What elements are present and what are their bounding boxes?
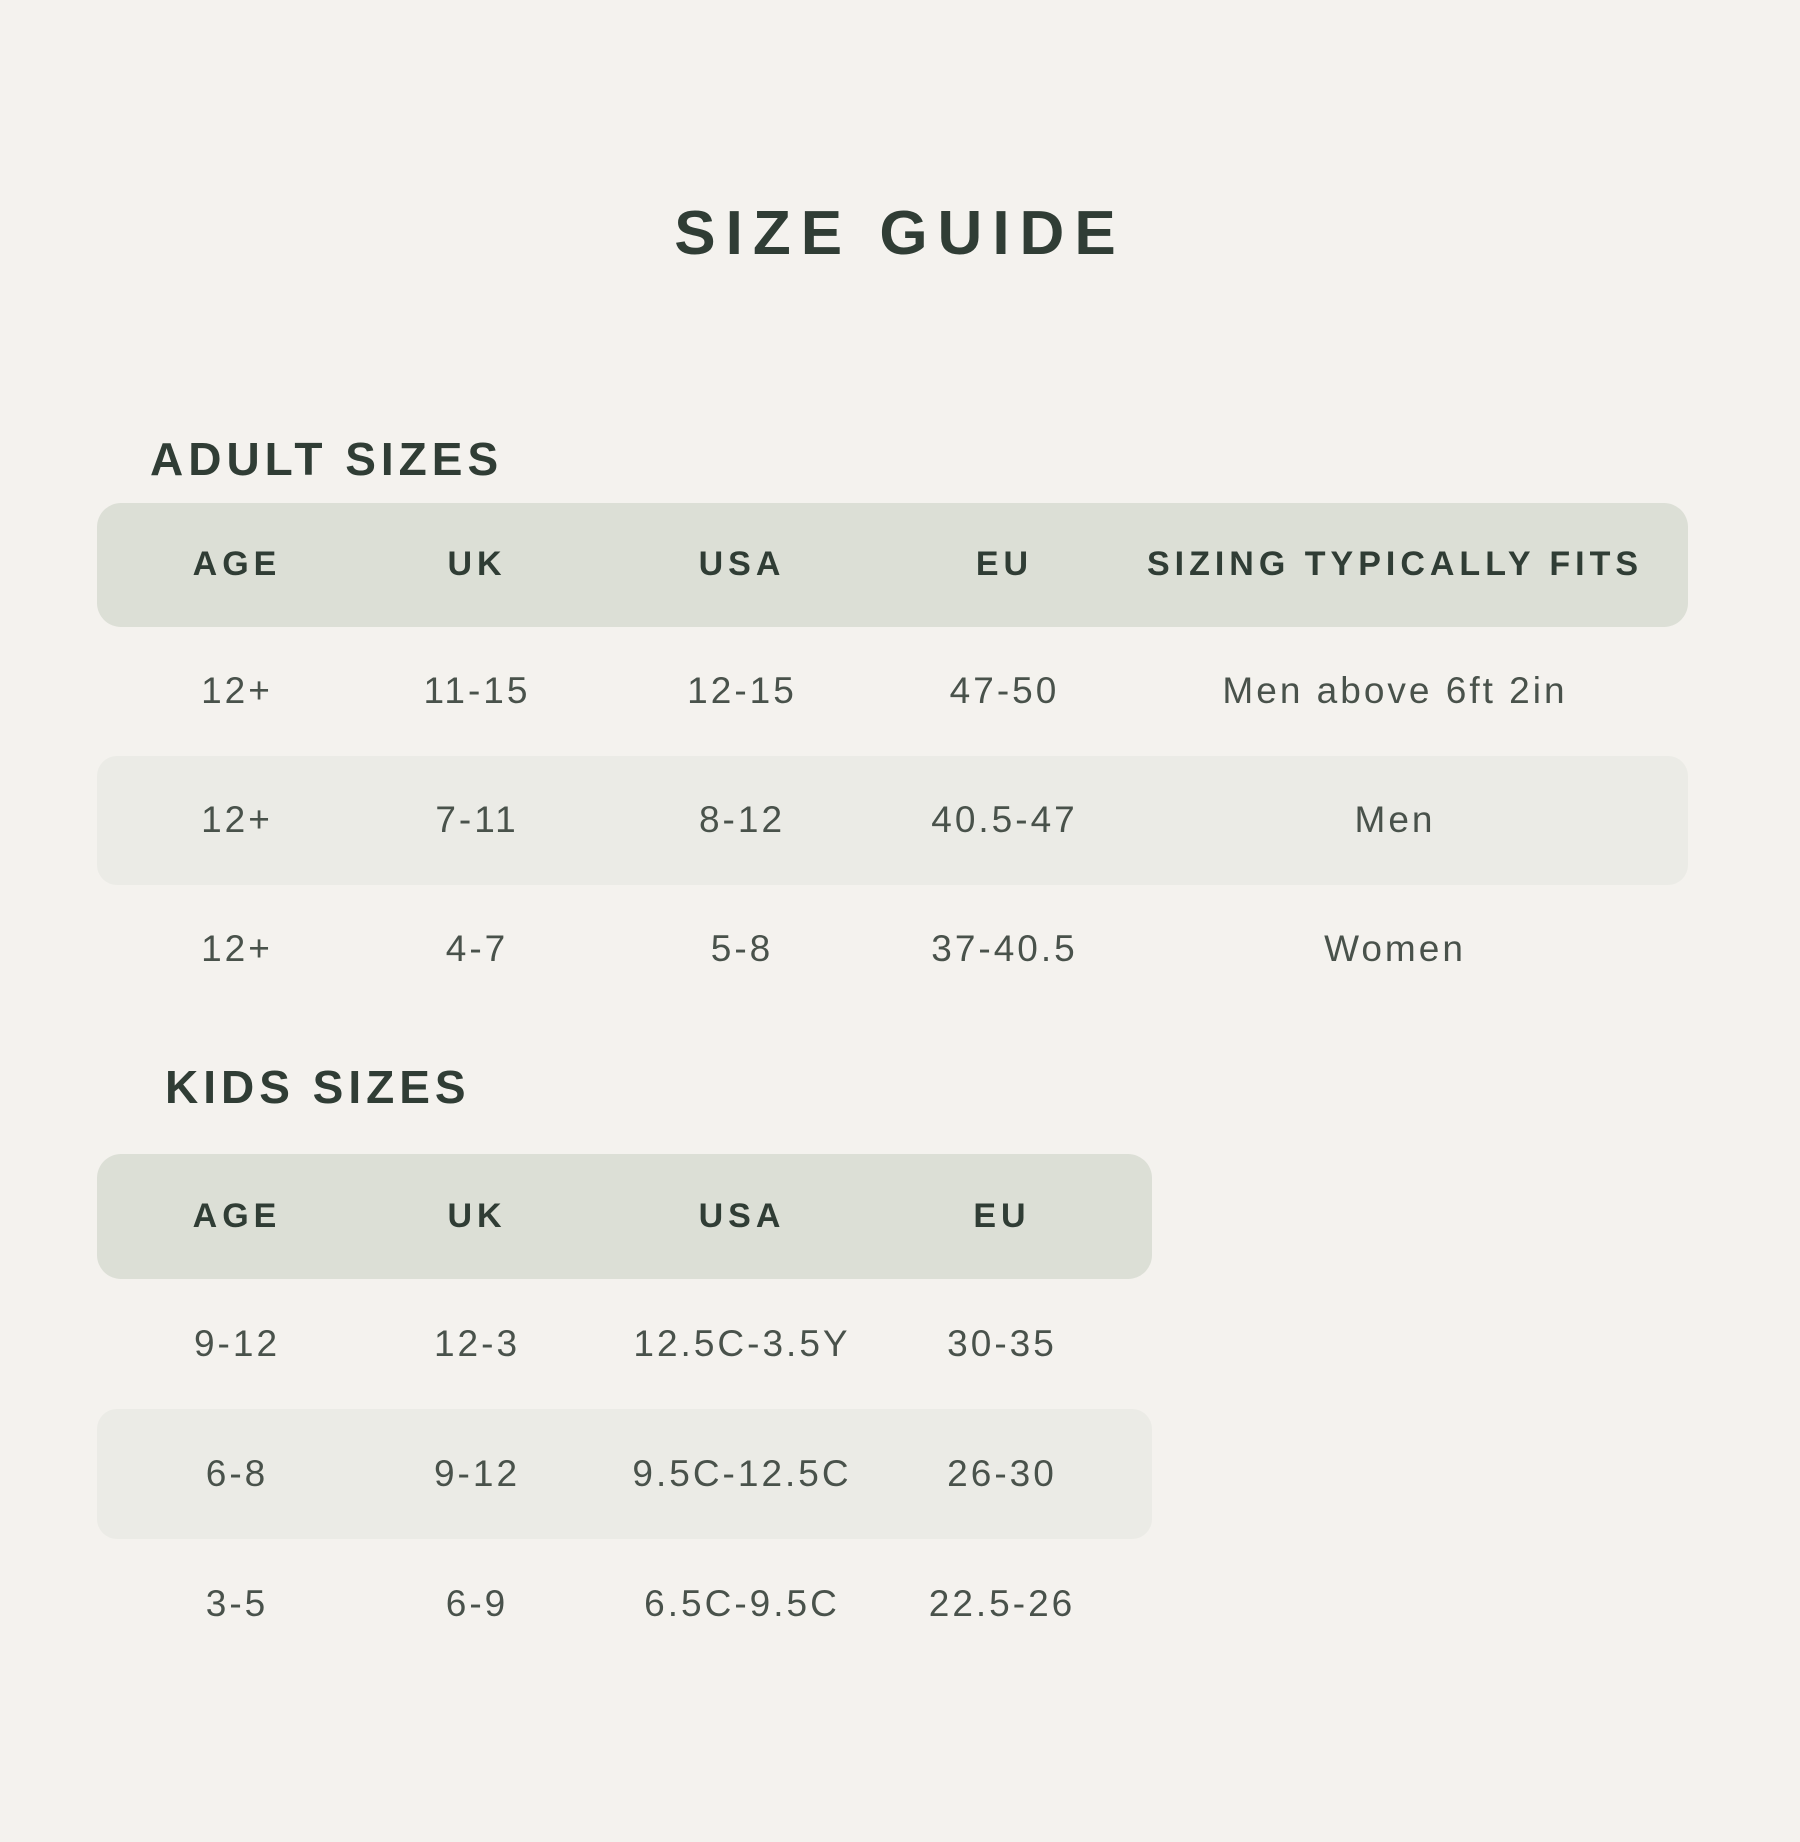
column-header-sizing-fits: SIZING TYPICALLY FITS	[1146, 545, 1644, 584]
column-header-age: AGE	[192, 545, 282, 584]
column-header-usa: USA	[698, 545, 786, 584]
table-row: 6-8 9-12 9.5C-12.5C 26-30	[97, 1408, 1152, 1539]
adult-sizes-table: AGE UK USA EU SIZING TYPICALLY FITS 12+ …	[97, 502, 1688, 1014]
cell-uk: 4-7	[445, 928, 509, 970]
table-row: 9-12 12-3 12.5C-3.5Y 30-35	[97, 1279, 1152, 1409]
column-header-uk: UK	[447, 545, 507, 584]
column-header-age: AGE	[192, 1196, 282, 1235]
cell-age: 9-12	[193, 1322, 281, 1364]
cell-uk: 12-3	[433, 1322, 521, 1364]
cell-uk: 7-11	[435, 799, 519, 841]
cell-eu: 40.5-47	[931, 799, 1078, 841]
cell-age: 12+	[201, 928, 273, 970]
page-title: SIZE GUIDE	[674, 198, 1126, 268]
adult-table-header-row: AGE UK USA EU SIZING TYPICALLY FITS	[97, 502, 1688, 627]
cell-eu: 37-40.5	[931, 928, 1078, 970]
cell-eu: 22.5-26	[928, 1582, 1076, 1624]
column-header-uk: UK	[447, 1196, 507, 1235]
section-heading-kids: KIDS SIZES	[165, 1060, 471, 1113]
cell-uk: 11-15	[423, 670, 531, 712]
section-heading-adult: ADULT SIZES	[150, 432, 504, 485]
cell-fits: Men above 6ft 2in	[1222, 670, 1568, 712]
cell-usa: 5-8	[710, 928, 774, 970]
table-row: 12+ 7-11 8-12 40.5-47 Men	[97, 755, 1688, 885]
cell-usa: 6.5C-9.5C	[644, 1582, 840, 1624]
table-row: 12+ 4-7 5-8 37-40.5 Women	[97, 885, 1688, 1014]
cell-fits: Men	[1354, 799, 1436, 841]
cell-uk: 6-9	[445, 1582, 509, 1624]
column-header-eu: EU	[973, 1196, 1031, 1235]
cell-usa: 12-15	[687, 670, 797, 712]
table-row: 3-5 6-9 6.5C-9.5C 22.5-26	[97, 1539, 1152, 1669]
cell-eu: 47-50	[949, 670, 1060, 712]
cell-age: 6-8	[205, 1452, 269, 1494]
cell-age: 12+	[201, 670, 273, 712]
column-header-eu: EU	[975, 545, 1034, 584]
column-header-usa: USA	[698, 1196, 786, 1235]
cell-eu: 30-35	[947, 1322, 1057, 1364]
cell-fits: Women	[1324, 928, 1466, 970]
cell-usa: 12.5C-3.5Y	[633, 1322, 851, 1364]
cell-age: 3-5	[205, 1582, 269, 1624]
table-row: 12+ 11-15 12-15 47-50 Men above 6ft 2in	[97, 627, 1688, 756]
cell-eu: 26-30	[947, 1452, 1057, 1494]
cell-usa: 8-12	[698, 799, 786, 841]
kids-table-header-row: AGE UK USA EU	[97, 1153, 1152, 1279]
cell-usa: 9.5C-12.5C	[632, 1452, 852, 1494]
cell-uk: 9-12	[433, 1452, 521, 1494]
kids-sizes-table: AGE UK USA EU 9-12 12-3 12.5C-3.5Y 30-35…	[97, 1153, 1152, 1669]
cell-age: 12+	[201, 799, 273, 841]
